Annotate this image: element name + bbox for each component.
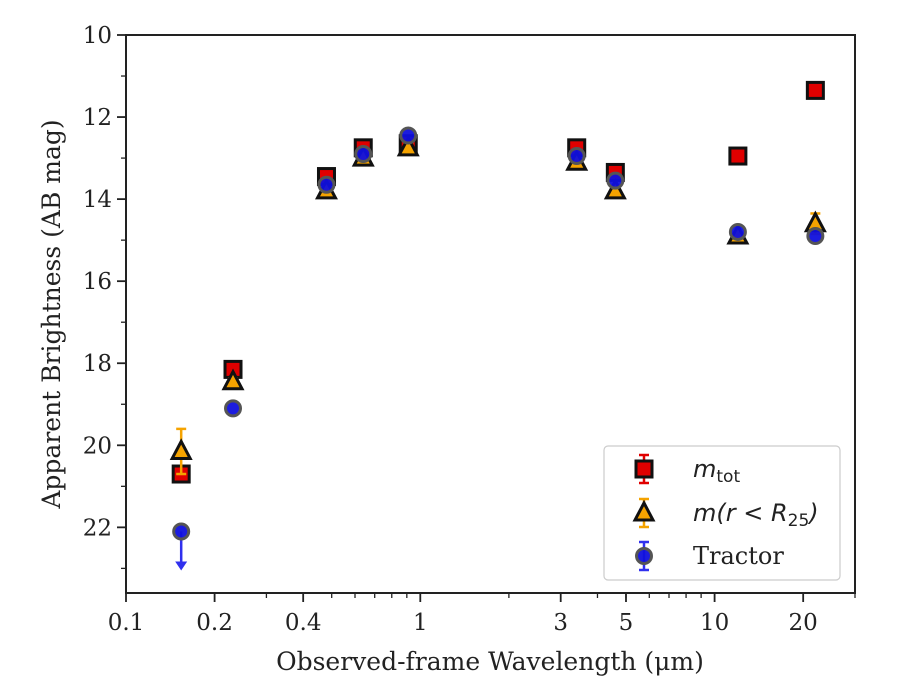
plot-frame — [125, 34, 856, 594]
legend-label: mtot — [693, 455, 740, 487]
legend-circle-marker — [635, 547, 653, 565]
legend-label: m(r < R25) — [693, 499, 819, 531]
x-tick-label: 20 — [789, 610, 818, 636]
x-tick-label: 0.1 — [108, 610, 145, 636]
data-points — [169, 80, 827, 571]
y-axis-label: Apparent Brightness (AB mag) — [37, 119, 66, 509]
axis-ticks: 0.1 0.2 0.4 1 3 5 10 20 10 12 14 16 18 20 22 — [83, 23, 856, 636]
circle-marker — [806, 227, 825, 246]
x-tick-label: 3 — [553, 610, 568, 636]
triangle-marker — [396, 134, 420, 157]
y-tick-label: 20 — [83, 433, 112, 459]
legend-label-sub: tot — [716, 467, 740, 487]
triangle-marker — [221, 368, 245, 391]
legend-label-base: m(r < R — [693, 499, 788, 527]
y-tick-label: 22 — [83, 515, 112, 541]
legend-label-base: m — [693, 455, 716, 483]
y-tick-label: 14 — [83, 187, 112, 213]
x-tick-label: 0.2 — [196, 610, 233, 636]
legend-label: Tractor — [693, 542, 784, 570]
circle-marker — [399, 126, 418, 145]
triangle-marker — [169, 438, 193, 460]
y-tick-label: 12 — [83, 105, 112, 131]
y-tick-label: 16 — [83, 269, 112, 295]
circle-marker — [728, 222, 747, 241]
circle-marker — [317, 175, 336, 194]
legend-label-tail: ) — [807, 499, 818, 527]
x-tick-label: 5 — [619, 610, 634, 636]
x-tick-label: 1 — [413, 610, 428, 636]
x-axis-label: Observed-frame Wavelength (μm) — [276, 647, 704, 676]
square-marker — [728, 146, 748, 166]
circle-marker — [567, 147, 586, 166]
circle-marker — [224, 399, 243, 418]
legend-box — [603, 445, 841, 581]
upper-limit-arrowhead — [175, 561, 188, 571]
legend-triangle-marker — [632, 499, 656, 522]
y-tick-label: 18 — [83, 351, 112, 377]
x-tick-label: 10 — [700, 610, 729, 636]
legend-label-base: Tractor — [693, 542, 784, 570]
legend: mtot m(r < R25) Tractor — [603, 445, 841, 581]
circle-marker — [606, 171, 625, 190]
y-tick-label: 10 — [83, 23, 112, 49]
circle-marker — [354, 144, 373, 163]
circle-marker — [172, 522, 191, 541]
x-tick-label: 0.4 — [285, 610, 322, 636]
legend-label-sub: 25 — [788, 511, 810, 531]
square-marker — [805, 80, 825, 100]
legend-square-marker — [634, 459, 654, 479]
